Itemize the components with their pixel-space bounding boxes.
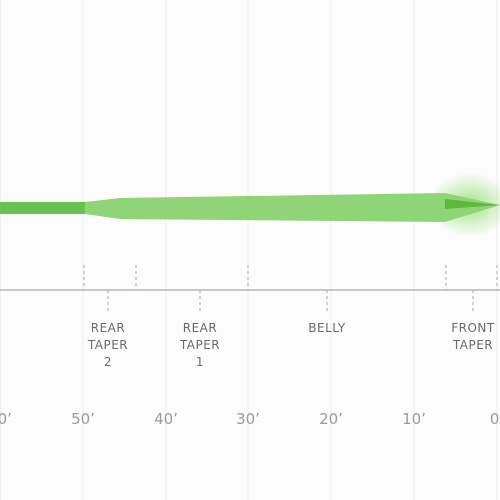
section-label: BELLY xyxy=(308,321,346,335)
running-line xyxy=(0,202,85,214)
distance-label: 60’ xyxy=(0,410,12,428)
section-label: FRONT xyxy=(451,321,495,335)
section-label: TAPER xyxy=(452,338,493,352)
section-label: TAPER xyxy=(87,338,128,352)
section-label: 2 xyxy=(104,355,112,369)
distance-label: 30’ xyxy=(236,410,260,428)
distance-label: 40’ xyxy=(154,410,178,428)
section-label: REAR xyxy=(183,321,217,335)
section-label: REAR xyxy=(91,321,125,335)
section-label: 1 xyxy=(196,355,204,369)
section-boundaries xyxy=(83,265,498,290)
label-leaders xyxy=(107,290,474,314)
labels: REAR TAPER 2 REAR TAPER 1 BELLY FRONT TAPER 60’ 50… xyxy=(0,321,500,428)
distance-label: 10’ xyxy=(402,410,426,428)
fly-line xyxy=(0,193,500,222)
distance-label: 0’ xyxy=(490,410,500,428)
section-label: TAPER xyxy=(179,338,220,352)
front-taper xyxy=(445,199,500,209)
distance-label: 20’ xyxy=(319,410,343,428)
distance-label: 50’ xyxy=(71,410,95,428)
